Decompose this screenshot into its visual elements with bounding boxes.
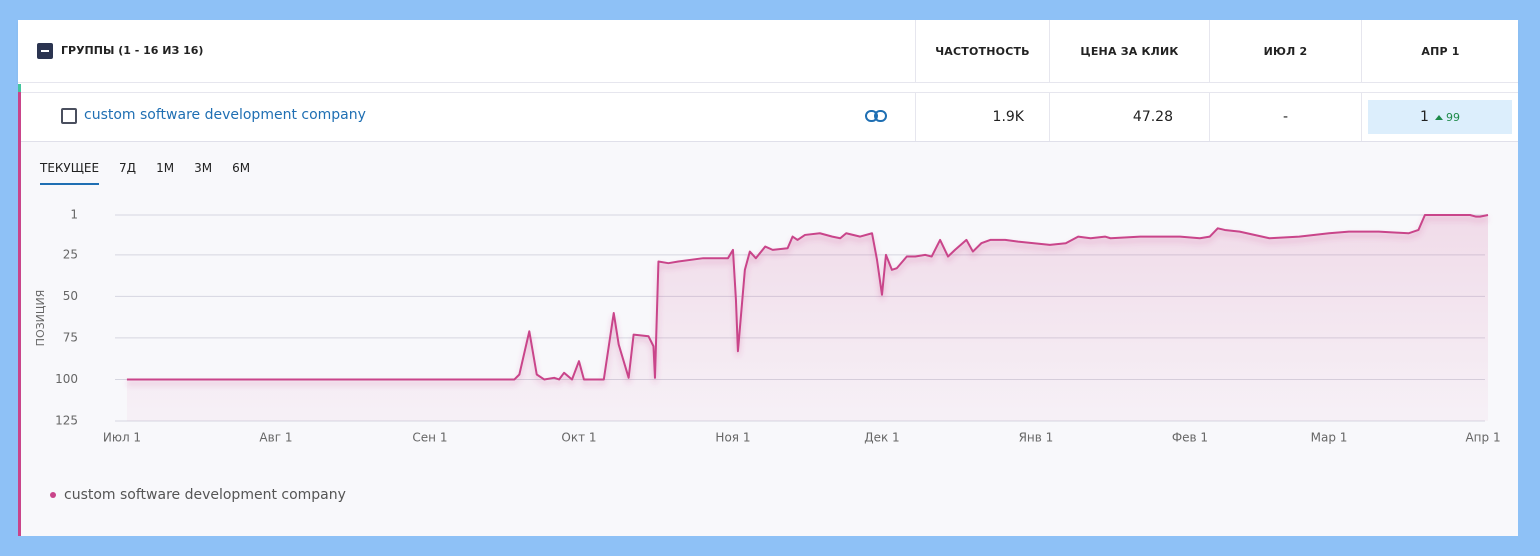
keyword-link[interactable]: custom software development company [84,107,366,123]
column-header[interactable]: ЧАСТОТНОСТЬ [915,20,1049,82]
frequency-cell: 1.9K [915,93,1050,141]
panel: ГРУППЫ (1 - 16 ИЗ 16) ЧАСТОТНОСТЬ ЦЕНА З… [18,20,1518,536]
column-header[interactable]: АПР 1 [1361,20,1519,82]
collapse-toggle[interactable] [37,43,53,59]
checkbox[interactable] [61,108,77,124]
legend-marker [50,492,56,498]
column-header[interactable]: ИЮЛ 2 [1209,20,1361,82]
group-title: ГРУППЫ (1 - 16 ИЗ 16) [61,44,204,57]
table-row: custom software development company 1.9K… [18,92,1518,142]
tab[interactable]: 6М [232,161,251,175]
link-icon[interactable] [864,108,888,124]
tab[interactable]: 1М [156,161,175,175]
position-change: 99 [1435,111,1460,124]
period-tabs: ТЕКУЩЕЕ 7Д 1М 3М 6М [40,161,250,185]
tab[interactable]: 7Д [119,161,137,175]
selection-bar [18,92,21,536]
cpc-cell: 47.28 [1049,93,1209,141]
tab[interactable]: ТЕКУЩЕЕ [40,161,100,185]
position-value: 1 [1420,109,1429,125]
separator [18,83,1518,92]
tab[interactable]: 3М [194,161,213,175]
position-cell [1361,93,1519,141]
current-position: 1 99 [1368,100,1512,134]
legend-label: custom software development company [64,487,346,503]
table-header: ГРУППЫ (1 - 16 ИЗ 16) ЧАСТОТНОСТЬ ЦЕНА З… [18,20,1518,83]
column-header[interactable]: ЦЕНА ЗА КЛИК [1049,20,1209,82]
marker [18,84,21,92]
position-cell: - [1209,93,1361,141]
legend: custom software development company [50,487,346,503]
